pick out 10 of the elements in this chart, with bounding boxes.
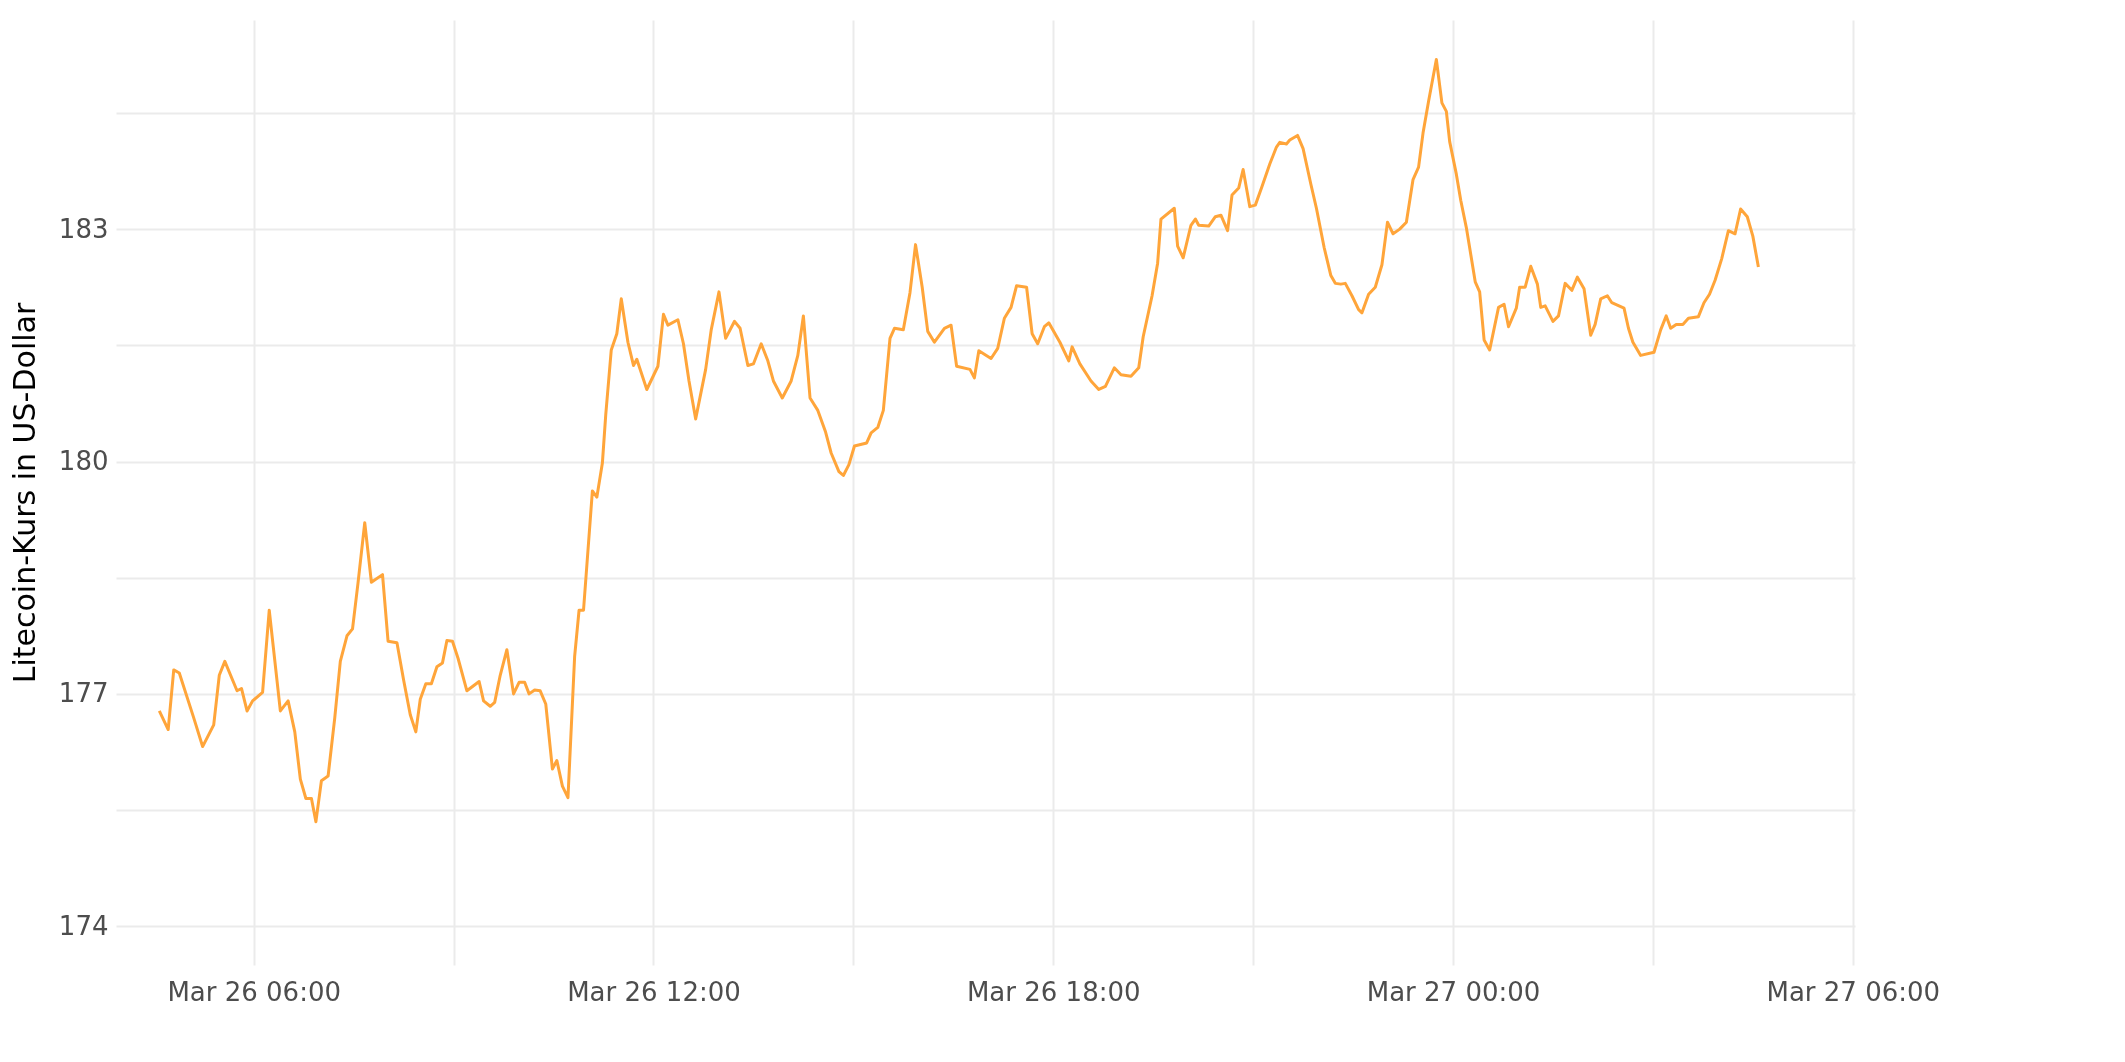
y-tick-label: 177 (58, 678, 109, 709)
y-tick-label: 180 (58, 446, 109, 477)
y-axis-title: Litecoin-Kurs in US-Dollar (6, 302, 42, 684)
x-tick-label: Mar 26 18:00 (966, 976, 1141, 1007)
y-tick-label: 183 (58, 213, 109, 244)
y-tick-label: 174 (58, 910, 109, 941)
x-tick-label: Mar 26 06:00 (167, 976, 341, 1007)
x-tick-label: Mar 27 00:00 (1366, 976, 1541, 1007)
x-tick-label: Mar 26 12:00 (567, 976, 741, 1007)
x-tick-label: Mar 27 06:00 (1766, 976, 1941, 1007)
